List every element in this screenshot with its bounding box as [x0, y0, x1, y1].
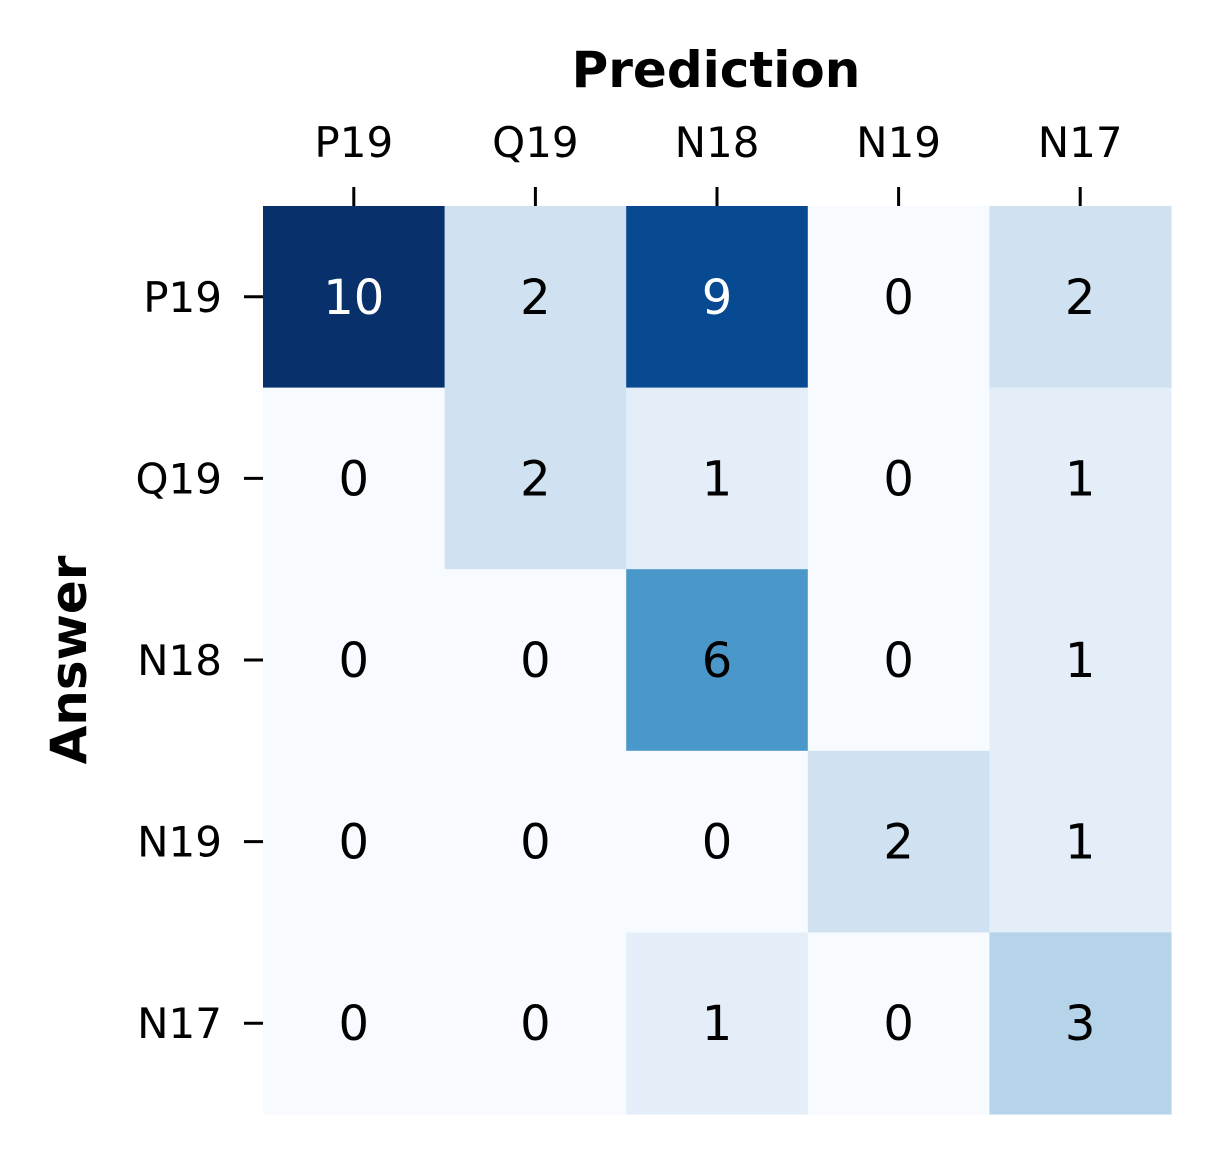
y-tick-label: N19: [137, 818, 222, 867]
x-tick-label: P19: [314, 118, 393, 167]
cell-value-label: 0: [702, 815, 733, 871]
y-tick-label: P19: [143, 273, 222, 322]
heatmap-cell-q19-n19: [807, 387, 990, 570]
cell-value-label: 0: [339, 633, 370, 689]
cell-value-label: 0: [339, 451, 370, 507]
cell-value-label: 0: [883, 270, 914, 326]
heatmap-cell-n17-n17: [989, 932, 1172, 1115]
cell-value-label: 3: [1065, 996, 1096, 1052]
cell-value-label: 2: [520, 451, 551, 507]
cell-value-label: 1: [1065, 451, 1096, 507]
cell-value-label: 2: [1065, 270, 1096, 326]
heatmap-cell-n17-p19: [263, 932, 446, 1115]
cell-value-label: 0: [339, 815, 370, 871]
y-axis-title: Answer: [40, 555, 98, 764]
heatmap-cell-n17-n18: [626, 932, 809, 1115]
y-axis-ticks: P19 Q19 N18 N19 N17: [135, 273, 263, 1048]
heatmap-cell-n19-n19: [807, 750, 990, 933]
heatmap-cell-n18-n18: [626, 569, 809, 752]
cell-value-label: 0: [520, 996, 551, 1052]
cell-value-label: 1: [1065, 815, 1096, 871]
x-axis-title: Prediction: [572, 41, 861, 99]
y-tick-label: N18: [137, 636, 222, 685]
heatmap-cell-q19-n17: [989, 387, 1172, 570]
heatmap-cell-n18-p19: [263, 569, 446, 752]
heatmap-cell-n19-p19: [263, 750, 446, 933]
cell-value-label: 1: [702, 996, 733, 1052]
x-tick-label: N17: [1038, 118, 1123, 167]
cell-value-label: 0: [883, 996, 914, 1052]
cell-value-label: 10: [323, 270, 384, 326]
cell-value-label: 0: [339, 996, 370, 1052]
cell-value-label: 2: [883, 815, 914, 871]
x-tick-label: N18: [675, 118, 760, 167]
heatmap-cell-p19-p19: [263, 206, 446, 389]
x-tick-label: Q19: [492, 118, 579, 167]
y-tick-label: N17: [137, 999, 222, 1048]
heatmap-cell-p19-q19: [444, 206, 627, 389]
y-tick-label: Q19: [135, 454, 222, 503]
cell-value-label: 2: [520, 270, 551, 326]
heatmap-cell-q19-q19: [444, 387, 627, 570]
heatmap-cell-p19-n18: [626, 206, 809, 389]
heatmap-cell-q19-n18: [626, 387, 809, 570]
heatmap-cell-n19-n17: [989, 750, 1172, 933]
cell-value-label: 9: [702, 270, 733, 326]
x-tick-label: N19: [856, 118, 941, 167]
x-axis-ticks: P19 Q19 N18 N19 N17: [314, 118, 1123, 206]
heatmap-cell-q19-p19: [263, 387, 446, 570]
cell-value-label: 6: [702, 633, 733, 689]
heatmap-cell-n17-q19: [444, 932, 627, 1115]
cell-value-label: 1: [702, 451, 733, 507]
cell-value-label: 0: [520, 815, 551, 871]
heatmap-cell-n18-n17: [989, 569, 1172, 752]
heatmap-cell-n19-n18: [626, 750, 809, 933]
cell-value-label: 1: [1065, 633, 1096, 689]
heatmap-cell-p19-n17: [989, 206, 1172, 389]
heatmap-cell-p19-n19: [807, 206, 990, 389]
cell-value-label: 0: [883, 633, 914, 689]
cell-value-label: 0: [520, 633, 551, 689]
heatmap-cell-n18-q19: [444, 569, 627, 752]
cell-value-label: 0: [883, 451, 914, 507]
heatmap-cell-n18-n19: [807, 569, 990, 752]
heatmap-cell-n17-n19: [807, 932, 990, 1115]
heatmap-cells: 10 2 9 0 20 2 1 0 10 0 6 0 10 0 0 2 10 0 1 0 3: [263, 206, 1172, 1115]
heatmap-cell-n19-q19: [444, 750, 627, 933]
